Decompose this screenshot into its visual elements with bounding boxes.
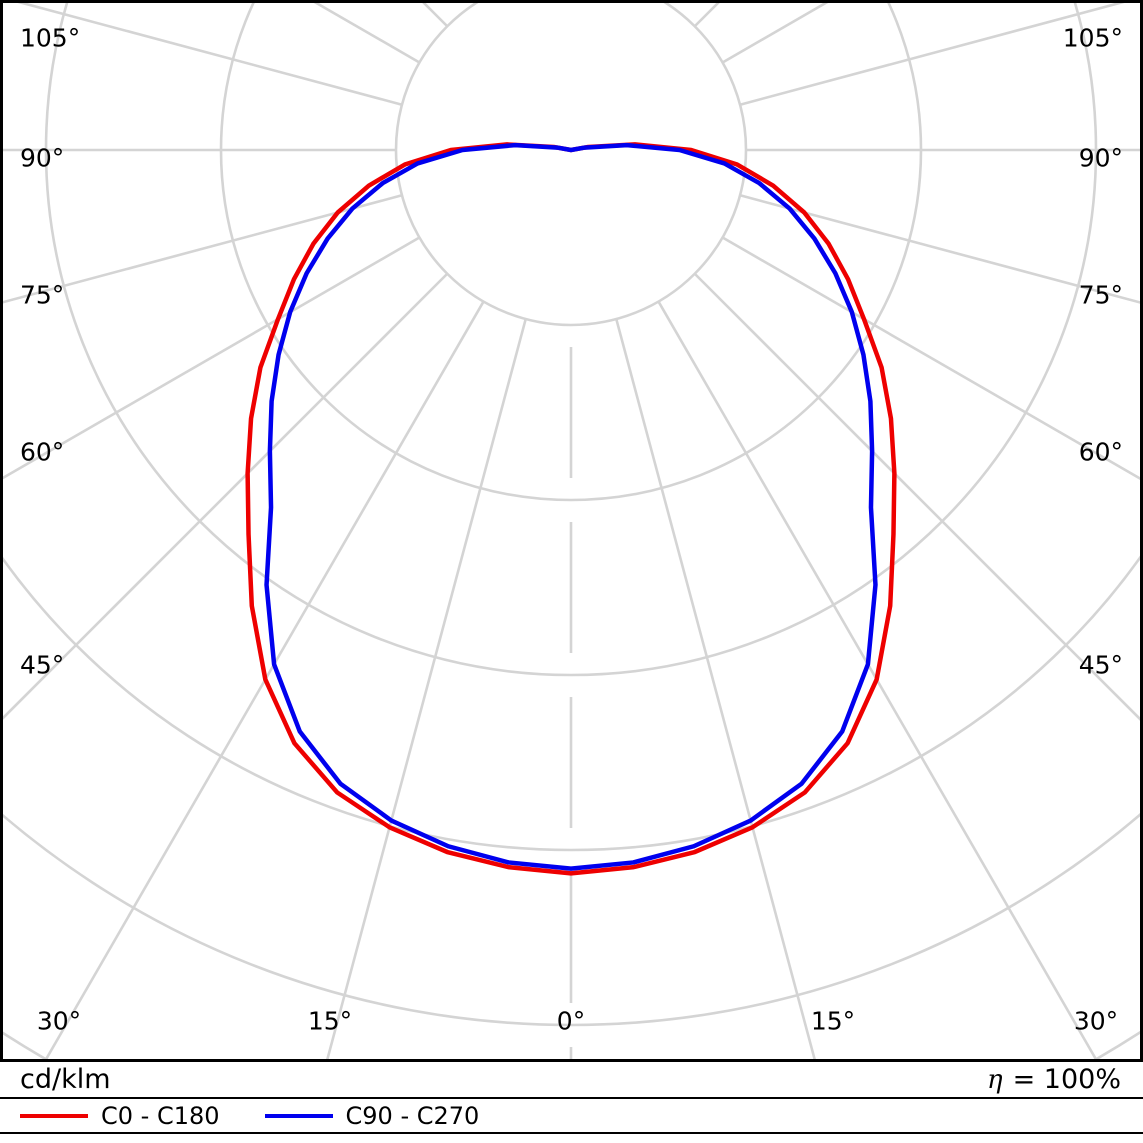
legend-line-blue: [264, 1113, 333, 1118]
angle-label: 105°: [20, 24, 80, 53]
grid-radial-line: [721, 236, 1140, 481]
legend-item-c0-c180: C0 - C180: [20, 1102, 220, 1130]
angle-label: 60°: [1079, 438, 1123, 467]
curve-c0-c180: [245, 142, 897, 876]
grid-radial-line: [3, 272, 449, 720]
legend-line-red: [20, 1113, 88, 1118]
chart-legend: C0 - C180 C90 - C270: [0, 1099, 1143, 1134]
curve-c90-c270: [264, 142, 878, 871]
grid-radial-line: [657, 300, 1098, 1059]
angle-label: 45°: [1079, 651, 1123, 680]
grid-ring-1: [394, 3, 748, 327]
grid-ring-5: [3, 812, 1140, 1027]
grid-radial-line: [693, 272, 1140, 721]
legend-label-c0-c180: C0 - C180: [101, 1101, 220, 1130]
eta-symbol: η: [987, 1065, 1003, 1095]
angle-label: 45°: [20, 651, 64, 680]
angle-label: 15°: [308, 1007, 352, 1036]
grid-radial-line: [44, 300, 485, 1059]
grid-ring-4: [3, 555, 1140, 852]
angle-label: 90°: [1079, 144, 1123, 173]
grid-radial-line: [3, 194, 403, 304]
angle-label: 75°: [20, 281, 64, 310]
polar-chart-frame: 105° 90° 75° 60° 45° 105° 90° 75° 60° 45° 30° 15° 0°…: [0, 0, 1143, 1062]
grid-radial-line: [615, 318, 816, 1059]
legend-label-c90-c270: C90 - C270: [345, 1101, 480, 1130]
angle-label: 75°: [1079, 281, 1123, 310]
angle-label: 60°: [20, 438, 64, 467]
grid-radial-line: [17, 3, 403, 106]
chart-info-row: cd/klm η = 100%: [0, 1062, 1143, 1099]
polar-intensity-chart: 105° 90° 75° 60° 45° 105° 90° 75° 60° 45° 30° 15° 0°…: [3, 3, 1140, 1059]
legend-item-c90-c270: C90 - C270: [264, 1101, 480, 1130]
efficiency-readout: η = 100%: [987, 1064, 1121, 1095]
grid-radial-line: [739, 3, 1125, 106]
grid-radial-line: [3, 236, 421, 480]
angle-label: 105°: [1063, 24, 1123, 53]
angle-label: 30°: [1074, 1007, 1118, 1036]
grid-radial-line: [739, 194, 1140, 304]
efficiency-value: = 100%: [1012, 1064, 1121, 1095]
angle-label: 15°: [811, 1007, 855, 1036]
grid-radial-line: [326, 318, 527, 1059]
angle-label: 90°: [20, 144, 64, 173]
angle-label: 30°: [37, 1007, 81, 1036]
angle-label: 0°: [557, 1007, 585, 1036]
unit-label: cd/klm: [20, 1064, 111, 1095]
